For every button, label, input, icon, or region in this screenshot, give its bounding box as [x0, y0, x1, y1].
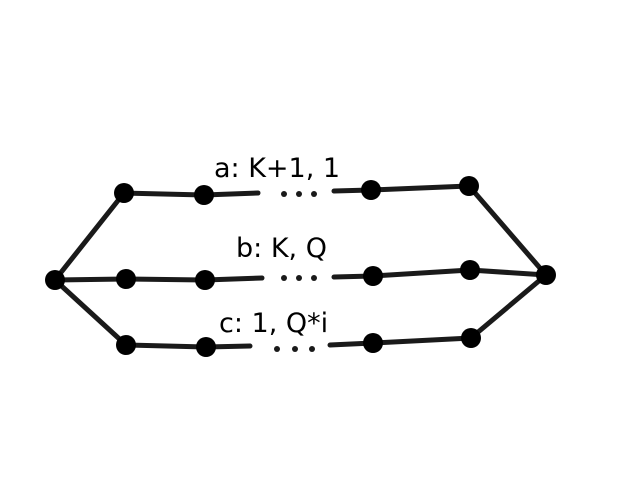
edge-a1-a2 [121, 190, 207, 198]
ellipsis-dot [274, 346, 280, 352]
edge-c1-c2 [123, 342, 209, 350]
ellipsis-dot [292, 346, 298, 352]
ellipsis-dot [281, 275, 287, 281]
path-label-b: b: K, Q [236, 233, 327, 264]
edge-b1-b2 [123, 276, 208, 283]
edge-source-c1 [52, 277, 129, 348]
node-a4 [459, 176, 479, 196]
path-b: b: K, Q [52, 233, 549, 283]
ellipsis-dot [296, 191, 302, 197]
node-c3 [363, 333, 383, 353]
node-a2 [194, 185, 214, 205]
edge-source-b1 [52, 276, 129, 283]
edge-c4-sink [468, 272, 549, 341]
edge-b4-sink [467, 267, 549, 278]
ellipsis-a [281, 191, 317, 197]
node-b4 [460, 260, 480, 280]
node-b1 [116, 269, 136, 289]
ellipsis-dot [311, 191, 317, 197]
edge-source-a1 [52, 190, 127, 283]
edge-a3-a4 [368, 183, 472, 193]
ellipsis-c [274, 346, 315, 352]
ellipsis-b [281, 275, 317, 281]
edge-a4-sink [466, 183, 549, 278]
ellipsis-dot [311, 275, 317, 281]
sink-node [536, 265, 556, 285]
node-b2 [195, 270, 215, 290]
edge-b3-b4 [370, 267, 473, 279]
path-label-c: c: 1, Q*i [219, 308, 328, 339]
path-label-a: a: K+1, 1 [214, 153, 340, 184]
node-c4 [461, 328, 481, 348]
nodes [45, 176, 556, 357]
node-b3 [363, 266, 383, 286]
source-node [45, 270, 65, 290]
node-a3 [361, 180, 381, 200]
path-a: a: K+1, 1 [52, 153, 549, 283]
edge-c3-c4 [370, 335, 474, 346]
ellipsis-dot [281, 191, 287, 197]
node-c1 [116, 335, 136, 355]
ellipsis-dot [309, 346, 315, 352]
node-c2 [196, 337, 216, 357]
ellipsis-dot [296, 275, 302, 281]
node-a1 [114, 183, 134, 203]
